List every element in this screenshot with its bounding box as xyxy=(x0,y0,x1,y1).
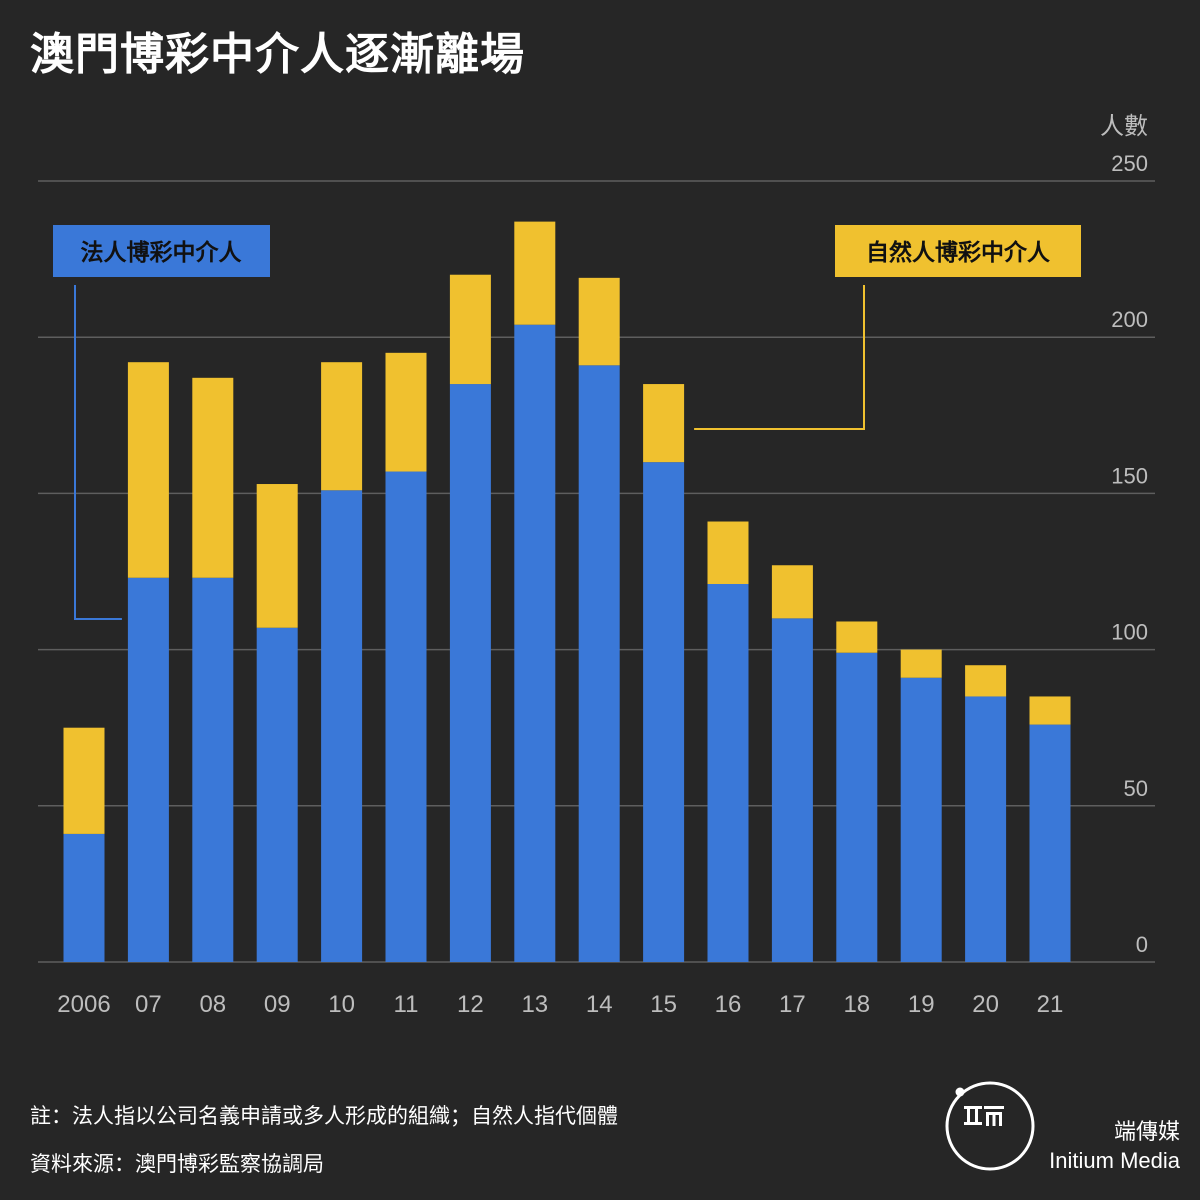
bar-corporate xyxy=(1029,724,1071,962)
bar-corporate xyxy=(707,583,749,962)
initium-logo-icon xyxy=(945,1081,1035,1171)
data-source: 資料來源：澳門博彩監察協調局 xyxy=(30,1152,324,1176)
x-tick-label: 14 xyxy=(586,991,613,1018)
bar-individual xyxy=(900,649,942,678)
legend-individual-box xyxy=(835,225,1081,277)
bar-individual xyxy=(965,665,1007,697)
legend-corporate-label: 法人博彩中介人 xyxy=(81,239,243,266)
legend-corporate-box xyxy=(53,225,270,277)
y-axis-label: 人數 xyxy=(1100,112,1148,140)
x-tick-label: 16 xyxy=(715,991,742,1018)
bar-individual xyxy=(127,362,169,578)
stacked-bar-chart: 0 50 100 150 200 250 人數 2006 07 08 09 10 11 12 13 14 15 1… xyxy=(38,112,1155,1018)
x-tick-label: 07 xyxy=(135,991,162,1018)
bar-corporate xyxy=(965,696,1007,962)
x-tick-label: 10 xyxy=(328,991,355,1018)
y-tick-label: 200 xyxy=(1111,307,1148,332)
bar-corporate xyxy=(900,677,942,962)
bar-individual xyxy=(578,277,620,366)
x-tick-label: 12 xyxy=(457,991,484,1018)
bar-individual xyxy=(1029,696,1071,725)
y-tick-label: 150 xyxy=(1111,463,1148,488)
x-tick-label: 17 xyxy=(779,991,806,1018)
bar-corporate xyxy=(836,652,878,962)
bar-corporate xyxy=(127,577,169,962)
bar-corporate xyxy=(449,384,491,962)
bar-individual xyxy=(514,221,556,325)
bar-corporate xyxy=(771,618,813,962)
bar-individual xyxy=(643,384,685,463)
y-tick-label: 100 xyxy=(1111,620,1148,645)
bar-individual xyxy=(256,484,298,628)
bar-corporate xyxy=(514,324,556,963)
bar-individual xyxy=(63,727,105,834)
bar-corporate xyxy=(256,627,298,962)
y-tick-label: 250 xyxy=(1111,151,1148,176)
bar-individual xyxy=(385,352,427,472)
x-tick-label: 15 xyxy=(650,991,677,1018)
legend-individual-leader xyxy=(694,285,865,430)
x-tick-label: 11 xyxy=(394,991,419,1018)
y-tick-label: 50 xyxy=(1124,776,1148,801)
bar-individual xyxy=(836,621,878,653)
x-tick-label: 19 xyxy=(908,991,935,1018)
bar-individual xyxy=(449,274,491,385)
footnote: 註：法人指以公司名義申請或多人形成的組織；自然人指代個體 xyxy=(30,1104,618,1128)
bar-corporate xyxy=(385,471,427,962)
chart-title: 澳門博彩中介人逐漸離場 xyxy=(30,29,525,80)
x-tick-label: 13 xyxy=(521,991,548,1018)
legend-corporate-leader xyxy=(74,285,122,620)
bar-individual xyxy=(321,362,363,491)
bar-individual xyxy=(707,521,749,584)
brand-name-chinese: 端傳媒 xyxy=(1113,1120,1180,1145)
x-tick-label: 20 xyxy=(972,991,999,1018)
x-tick-label: 2006 xyxy=(57,991,110,1018)
bar-corporate xyxy=(63,833,105,962)
x-tick-label: 09 xyxy=(264,991,291,1018)
bar-corporate xyxy=(578,365,620,962)
bar-individual xyxy=(192,377,234,578)
bar-corporate xyxy=(321,490,363,962)
y-tick-label: 0 xyxy=(1136,932,1148,957)
bar-corporate xyxy=(192,577,234,962)
x-tick-label: 18 xyxy=(843,991,870,1018)
x-tick-label: 08 xyxy=(199,991,226,1018)
bar-individual xyxy=(771,565,813,619)
x-tick-label: 21 xyxy=(1037,991,1064,1018)
brand-name-english: Initium Media xyxy=(1049,1148,1180,1173)
legend-individual-label: 自然人博彩中介人 xyxy=(866,239,1051,266)
bar-corporate xyxy=(643,462,685,962)
